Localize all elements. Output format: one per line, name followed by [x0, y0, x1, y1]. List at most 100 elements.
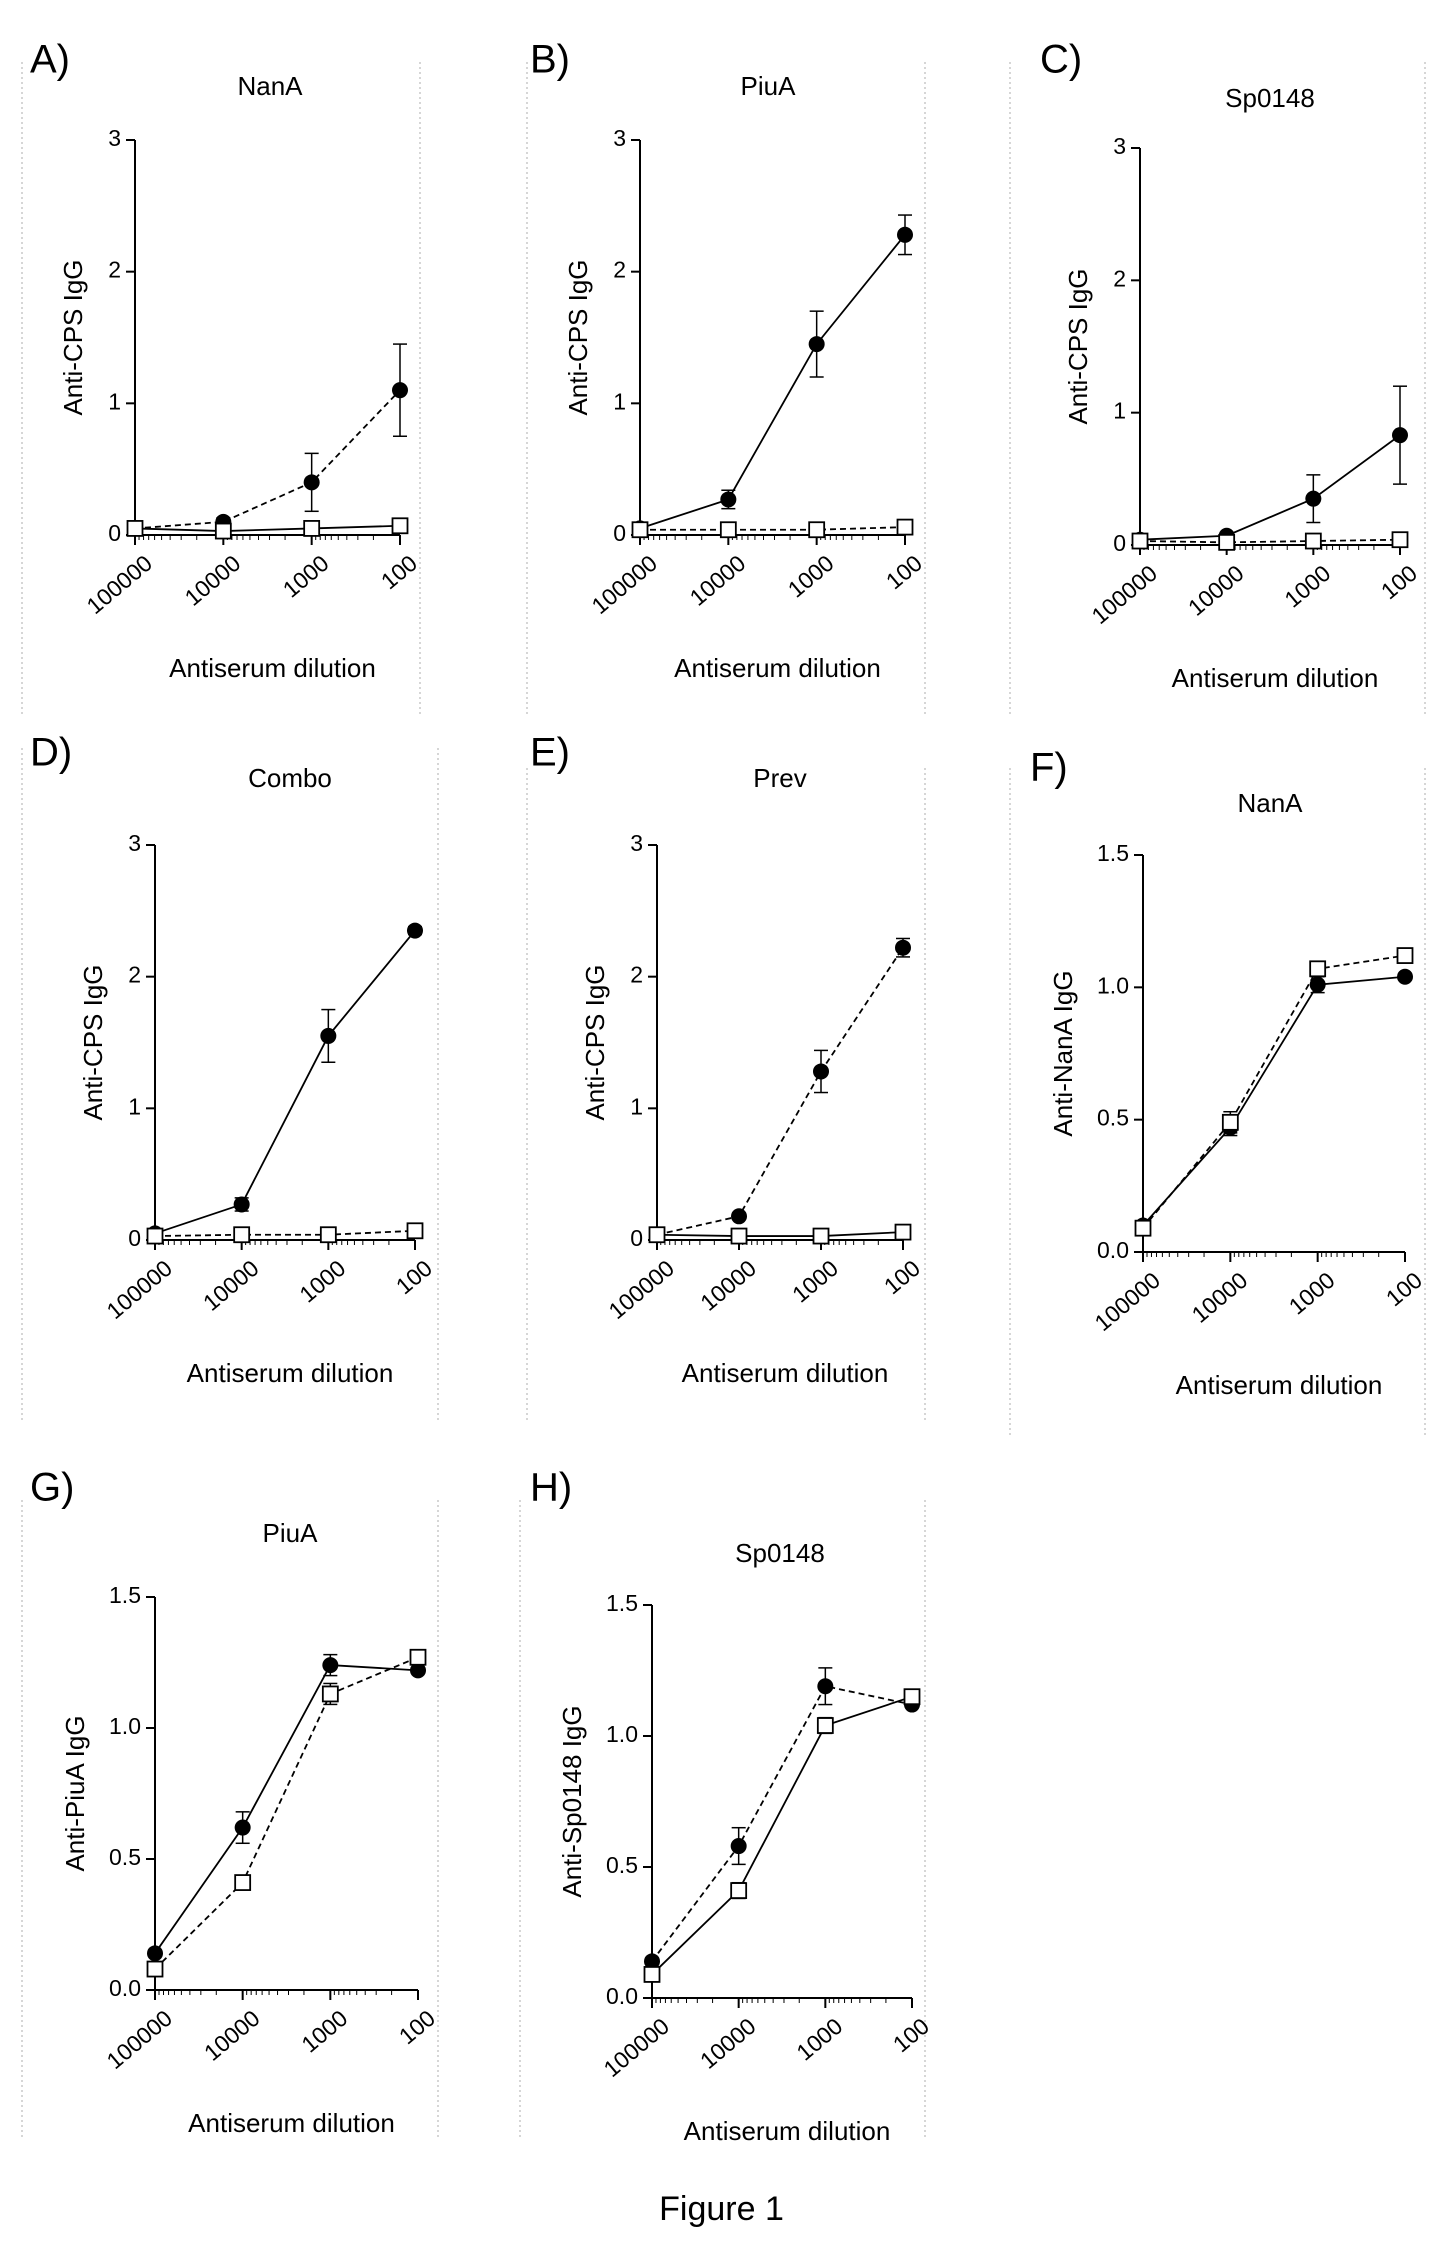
series-line	[154, 930, 416, 1235]
data-point	[233, 1196, 250, 1213]
y-tick-label: 1.0	[606, 1721, 638, 1747]
data-point	[234, 1819, 251, 1836]
series-filled-circle	[1132, 385, 1408, 548]
x-tick-label: 10000	[695, 2013, 761, 2074]
data-point	[813, 1063, 829, 1080]
data-point	[392, 382, 408, 399]
y-tick-label: 2	[613, 257, 626, 283]
x-tick-label: 100	[391, 1255, 437, 1300]
series-line	[134, 389, 401, 530]
data-point	[126, 520, 144, 537]
data-point	[731, 1208, 747, 1225]
x-tick-label: 1000	[278, 550, 334, 603]
y-tick-label: 0	[128, 1225, 141, 1251]
series-line	[1142, 954, 1406, 1229]
data-point	[730, 1882, 748, 1899]
panel-title: PiuA	[741, 71, 797, 101]
data-point	[1392, 427, 1408, 444]
panel-label: E)	[530, 731, 570, 775]
y-tick-label: 0.5	[1097, 1105, 1129, 1131]
x-tick-label: 100	[879, 1255, 925, 1300]
data-point	[233, 1226, 251, 1244]
x-axis-label: Antiserum dilution	[684, 2116, 891, 2146]
data-point	[896, 518, 914, 536]
data-point	[407, 922, 423, 939]
chart-panel-d: D) Combo 0 1 2 3 Anti-CPS IgG 100000 10000 1000 10…	[21, 731, 439, 1420]
series-filled-circle	[649, 937, 911, 1243]
x-tick-label: 100000	[1087, 560, 1163, 629]
panel-title: NanA	[1237, 788, 1303, 818]
x-tick-label: 1000	[296, 2005, 352, 2058]
data-point	[1218, 533, 1236, 551]
series-line	[1139, 538, 1401, 544]
y-tick-label: 1.0	[109, 1713, 141, 1739]
data-point	[648, 1226, 666, 1244]
y-tick-label: 3	[128, 830, 141, 856]
series-line	[134, 524, 401, 532]
data-point	[808, 336, 825, 353]
data-point	[816, 1717, 834, 1734]
data-point	[720, 491, 737, 508]
y-axis-label: Anti-CPS IgG	[563, 259, 593, 415]
x-tick-label: 10000	[198, 1255, 264, 1316]
data-point	[808, 521, 826, 539]
series-line	[651, 1695, 913, 1976]
y-tick-label: 1.5	[109, 1582, 141, 1608]
panel-label: A)	[30, 38, 70, 82]
data-point	[897, 226, 913, 243]
panel-title: Combo	[248, 763, 332, 793]
y-tick-label: 0.0	[109, 1975, 141, 2001]
data-point	[146, 1227, 164, 1245]
data-point	[319, 1226, 337, 1244]
series-filled-circle	[147, 1653, 426, 1962]
series-open-square	[648, 1223, 912, 1245]
data-point	[730, 1227, 748, 1245]
y-tick-label: 1.5	[1097, 840, 1129, 866]
data-point	[1131, 532, 1149, 550]
series-line	[656, 1231, 904, 1237]
series-open-square	[146, 1222, 424, 1245]
data-point	[1397, 968, 1413, 985]
y-axis-label: Anti-Sp0148 IgG	[557, 1705, 587, 1897]
x-axis-label: Antiserum dilution	[1176, 1370, 1383, 1400]
data-point	[1396, 947, 1414, 964]
y-tick-label: 1	[630, 1093, 643, 1119]
data-point	[214, 522, 232, 540]
y-tick-label: 1.5	[606, 1590, 638, 1616]
x-axis-label: Antiserum dilution	[682, 1358, 889, 1388]
data-point	[303, 520, 321, 537]
series-filled-circle	[632, 214, 913, 537]
data-point	[894, 1223, 912, 1241]
data-point	[1134, 1219, 1152, 1237]
data-point	[1391, 531, 1409, 549]
x-tick-label: 100000	[102, 2005, 178, 2074]
x-tick-label: 100	[1376, 560, 1422, 605]
x-tick-label: 1000	[787, 1255, 843, 1308]
y-tick-label: 0.0	[1097, 1237, 1129, 1263]
x-tick-label: 100000	[599, 2013, 675, 2082]
y-tick-label: 2	[108, 257, 121, 283]
panel-label: B)	[530, 38, 570, 82]
y-axis-label: Anti-CPS IgG	[580, 964, 610, 1120]
data-point	[631, 521, 649, 539]
series-line	[1142, 975, 1406, 1227]
y-axis-label: Anti-NanA IgG	[1048, 970, 1078, 1136]
data-point	[146, 1960, 164, 1978]
y-tick-label: 1	[613, 388, 626, 414]
y-tick-label: 0	[613, 520, 626, 546]
data-point	[147, 1945, 163, 1962]
y-axis-label: Anti-PiuA IgG	[60, 1715, 90, 1871]
data-point	[895, 939, 911, 956]
y-tick-label: 3	[108, 125, 121, 151]
series-open-square	[1134, 947, 1414, 1237]
x-tick-label: 1000	[1284, 1267, 1340, 1320]
y-tick-label: 0.5	[606, 1852, 638, 1878]
x-tick-label: 1000	[783, 550, 839, 603]
x-tick-label: 100	[394, 2005, 440, 2050]
x-tick-label: 100000	[102, 1255, 178, 1324]
series-open-square	[1131, 531, 1409, 551]
data-point	[303, 474, 320, 491]
chart-panel-c: C) Sp0148 0 1 2 3 Anti-CPS IgG 100000 10000 1000 1…	[1009, 38, 1426, 715]
data-point	[1309, 960, 1327, 978]
data-point	[644, 1953, 660, 1970]
